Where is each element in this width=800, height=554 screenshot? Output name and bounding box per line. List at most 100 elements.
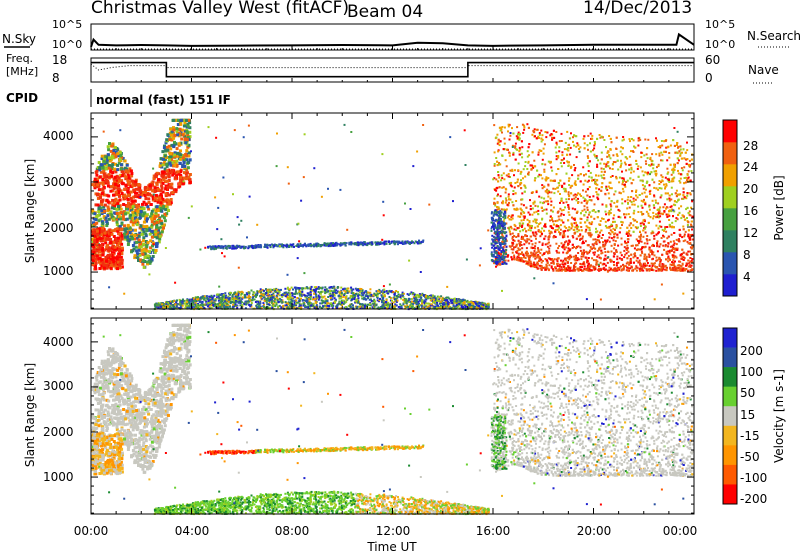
echo-cell [170,138,174,142]
echo-cell [200,301,203,304]
echo-cell [118,245,122,249]
echo-cell [257,300,260,303]
echo-cell [114,240,118,244]
echo-cell [95,238,99,241]
echo-cell [95,173,99,177]
echo-cell [363,304,366,307]
echo-cell [167,193,171,197]
echo-cell [115,218,119,222]
echo-cell [106,254,110,258]
echo-cell [184,153,188,156]
echo-cell [97,207,101,211]
echo-cell [437,299,440,302]
echo-cell [150,223,154,227]
echo-cell [318,306,321,309]
echo-cell [315,293,318,296]
echo-cell [109,210,113,214]
echo-cell [324,302,327,304]
echo-cell [167,168,171,172]
echo-cell [306,287,309,290]
echo-cell [139,224,143,228]
echo-cell [116,236,120,240]
echo-cell [383,288,386,291]
echo-cell [414,296,417,299]
echo-cell [361,297,364,300]
echo-cell [109,185,113,189]
echo-cell [376,243,379,246]
echo-cell [154,249,158,252]
echo-cell [413,242,416,245]
echo-cell [315,300,318,303]
echo-cell [186,122,190,126]
echo-cell [352,293,355,296]
echo-cell [109,241,113,244]
echo-cell [291,294,294,297]
echo-cell [390,241,393,244]
echo-cell [109,169,113,173]
echo-cell [144,185,148,189]
echo-cell [332,245,335,247]
echo-cell [98,250,102,254]
echo-cell [93,223,97,227]
echo-cell [186,133,190,137]
echo-cell [114,186,118,189]
echo-cell [384,295,386,298]
echo-cell [95,169,99,173]
echo-cell [260,295,263,297]
echo-cell [117,179,121,183]
echo-cell [161,170,165,174]
echo-cell [107,166,111,170]
echo-cell [249,296,252,298]
echo-cell [250,289,253,292]
echo-cell [105,161,109,164]
echo-cell [153,250,157,254]
echo-cell [250,302,253,304]
echo-cell [179,182,183,186]
echo-cell [345,300,348,303]
echo-cell [111,185,115,189]
echo-cell [206,305,209,308]
echo-cell [108,248,112,252]
echo-cell [105,167,109,171]
echo-cell [113,211,117,215]
echo-cell [399,303,402,306]
echo-cell [105,220,109,224]
echo-cell [167,144,171,148]
echo-cell [326,242,329,245]
echo-cell [344,244,347,247]
echo-cell [170,182,174,186]
echo-cell [224,305,227,308]
echo-cell [93,177,97,181]
echo-cell [373,302,376,305]
echo-cell [151,183,154,187]
echo-cell [221,300,224,303]
echo-cell [187,138,191,142]
echo-cell [111,189,115,193]
echo-cell [381,298,384,301]
echo-cell [157,228,160,232]
echo-cell [113,245,117,249]
freq-series-line [91,61,694,78]
echo-cell [289,297,292,300]
echo-cell [345,295,348,298]
echo-cell [340,286,343,289]
echo-cell [167,185,171,189]
echo-cell [172,136,175,140]
echo-cell [161,150,165,154]
echo-cell [156,213,160,217]
echo-cell [381,299,383,302]
echo-cell [220,245,222,248]
echo-cell [151,248,155,252]
echo-cell [338,294,341,297]
echo-cell [335,289,338,292]
echo-cell [149,259,153,263]
echo-cell [112,200,116,203]
echo-cell [256,303,259,306]
echo-cell [140,248,144,252]
echo-cell [418,299,421,302]
echo-cell [112,177,116,181]
echo-cell [188,304,191,307]
echo-cell [420,304,423,307]
echo-cell [179,173,182,177]
echo-cell [179,130,183,134]
